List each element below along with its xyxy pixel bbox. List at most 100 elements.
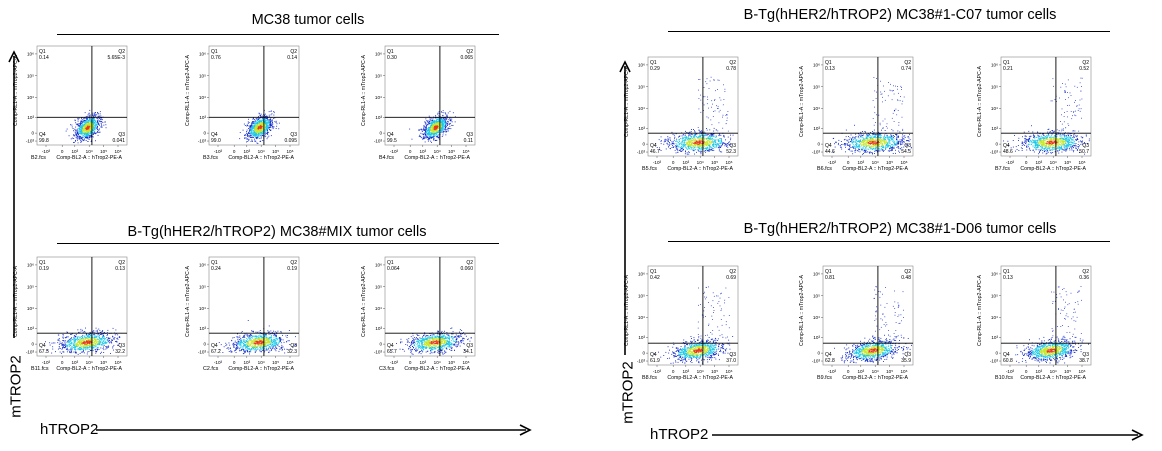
y-tick-label: 10⁵ bbox=[991, 293, 998, 298]
y-tick-label: 10⁵ bbox=[27, 284, 34, 289]
quadrant-name: Q3 bbox=[1082, 352, 1089, 358]
x-tick-label: 10⁵ bbox=[1064, 160, 1071, 165]
x-tick-label: 10⁴ bbox=[86, 360, 93, 365]
quadrant-percentage: 0.48 bbox=[901, 275, 911, 281]
group-title-mix: B-Tg(hHER2/hTROP2) MC38#MIX tumor cells bbox=[127, 224, 427, 240]
quadrant-name: Q2 bbox=[904, 60, 911, 66]
plot-y-axis-label: Comp-RL1-A :: mTrop2-APC-A bbox=[799, 275, 805, 347]
quadrant-name: Q2 bbox=[466, 49, 473, 55]
x-tick-label: 10⁵ bbox=[272, 149, 279, 154]
x-tick-label: 10⁴ bbox=[86, 149, 93, 154]
x-tick-label: 10³ bbox=[857, 160, 864, 165]
flow-plot-svg: -10³ 0 10³ 10⁴ 10⁵ 10⁶-10³010³10⁴10⁵10⁶Comp-B… bbox=[13, 45, 128, 161]
x-tick-label: -10³ bbox=[653, 160, 662, 165]
x-tick-label: 0 bbox=[233, 360, 236, 365]
y-tick-label: 0 bbox=[642, 351, 645, 356]
quadrant-name: Q3 bbox=[1082, 143, 1089, 149]
quadrant-percentage: 0.060 bbox=[460, 266, 473, 272]
x-tick-label: 10⁴ bbox=[1050, 160, 1057, 165]
fcs-file-label: B2.fcs bbox=[31, 155, 46, 161]
plot-y-axis-label: Comp-RL1-A :: mTrop2-APC-A bbox=[799, 66, 805, 138]
x-tick-label: 10³ bbox=[419, 360, 426, 365]
quadrant-percentage: 54.5 bbox=[901, 149, 911, 155]
quadrant-percentage: 0.095 bbox=[284, 138, 297, 144]
y-tick-label: 0 bbox=[995, 351, 998, 356]
quadrant-percentage: 61.9 bbox=[650, 358, 660, 364]
quadrant-name: Q1 bbox=[39, 49, 46, 55]
y-tick-label: 10⁶ bbox=[813, 63, 820, 68]
flow-plot-svg: -10³ 0 10³ 10⁴ 10⁵ 10⁶-10³010³10⁴10⁵10⁶Comp-B… bbox=[361, 45, 476, 161]
x-tick-label: -10³ bbox=[390, 149, 399, 154]
quadrant-percentage: 99.0 bbox=[211, 138, 221, 144]
y-tick-label: 10³ bbox=[991, 335, 998, 340]
x-tick-label: 10⁴ bbox=[697, 369, 704, 374]
y-tick-label: 0 bbox=[379, 131, 382, 136]
plot-x-axis-label: Comp-BL2-A :: hTrop2-PE-A bbox=[228, 155, 294, 161]
plot-x-axis-label: Comp-BL2-A :: hTrop2-PE-A bbox=[228, 366, 294, 372]
quadrant-percentage: 0.74 bbox=[901, 66, 911, 72]
event-dots bbox=[832, 77, 912, 155]
quadrant-percentage: 0.041 bbox=[112, 138, 125, 144]
x-tick-label: 10⁵ bbox=[100, 360, 107, 365]
quadrant-name: Q2 bbox=[729, 60, 736, 66]
flow-plot-panel: -10³ 0 10³ 10⁴ 10⁵ 10⁶ -10³ 0 10³ 10⁴ 10⁵ 10⁶ Comp-B… bbox=[793, 53, 925, 185]
x-axis-title-left: hTROP2 bbox=[40, 421, 99, 438]
quadrant-percentage: 38.7 bbox=[1079, 358, 1089, 364]
y-tick-label: 10³ bbox=[638, 126, 645, 131]
fcs-file-label: B6.fcs bbox=[817, 166, 832, 172]
x-tick-label: 10⁵ bbox=[711, 160, 718, 165]
quadrant-percentage: 0.19 bbox=[39, 266, 49, 272]
quadrant-percentage: 60.8 bbox=[1003, 358, 1013, 364]
y-tick-label: 0 bbox=[817, 142, 820, 147]
quadrant-name: Q2 bbox=[1082, 60, 1089, 66]
plot-x-axis-label: Comp-BL2-A :: hTrop2-PE-A bbox=[404, 366, 470, 372]
y-tick-label: 10³ bbox=[199, 326, 206, 331]
y-tick-label: 0 bbox=[31, 342, 34, 347]
x-tick-label: 10⁵ bbox=[1064, 369, 1071, 374]
flow-plot-panel: -10³ 0 10³ 10⁴ 10⁵ 10⁶ -10³ 0 10³ 10⁴ 10⁵ 10⁶ Comp-B… bbox=[179, 42, 311, 174]
x-tick-label: 10⁶ bbox=[114, 360, 121, 365]
flow-plot-svg: -10³ 0 10³ 10⁴ 10⁵ 10⁶-10³010³10⁴10⁵10⁶Comp-B… bbox=[361, 256, 476, 372]
flow-plot-panel: -10³ 0 10³ 10⁴ 10⁵ 10⁶ -10³ 0 10³ 10⁴ 10⁵ 10⁶ Comp-B… bbox=[179, 253, 311, 385]
quadrant-name: Q4 bbox=[825, 352, 832, 358]
quadrant-percentage: 0.11 bbox=[464, 138, 474, 144]
quadrant-name: Q1 bbox=[211, 49, 218, 55]
plot-x-axis-label: Comp-BL2-A :: hTrop2-PE-A bbox=[1020, 166, 1086, 172]
x-tick-label: 0 bbox=[847, 369, 850, 374]
flow-plot-panel: -10³ 0 10³ 10⁴ 10⁵ 10⁶ -10³ 0 10³ 10⁴ 10⁵ 10⁶ Comp-B… bbox=[618, 262, 750, 394]
y-tick-label: 0 bbox=[203, 342, 206, 347]
quadrant-name: Q1 bbox=[1003, 269, 1010, 275]
y-tick-label: 10⁴ bbox=[375, 306, 382, 311]
flow-plot-svg: -10³ 0 10³ 10⁴ 10⁵ 10⁶-10³010³10⁴10⁵10⁶Comp-B… bbox=[185, 256, 300, 372]
y-tick-label: 10⁶ bbox=[199, 52, 206, 57]
quadrant-name: Q3 bbox=[904, 143, 911, 149]
plot-frame bbox=[36, 256, 128, 357]
y-tick-label: 10⁶ bbox=[199, 263, 206, 268]
plot-frame bbox=[822, 265, 914, 366]
quadrant-percentage: 67.2 bbox=[211, 349, 221, 355]
quadrant-name: Q1 bbox=[825, 60, 832, 66]
plot-x-axis-label: Comp-BL2-A :: hTrop2-PE-A bbox=[56, 366, 122, 372]
title-underline bbox=[668, 241, 1110, 242]
x-tick-label: -10³ bbox=[1006, 369, 1015, 374]
quadrant-percentage: 99.8 bbox=[39, 138, 49, 144]
y-tick-label: 10⁴ bbox=[199, 95, 206, 100]
quadrant-percentage: 0.21 bbox=[1003, 66, 1013, 72]
x-tick-label: -10³ bbox=[42, 360, 51, 365]
quadrant-name: Q1 bbox=[650, 60, 657, 66]
x-tick-label: 0 bbox=[61, 149, 64, 154]
y-tick-label: 10⁶ bbox=[991, 272, 998, 277]
x-tick-label: 0 bbox=[233, 149, 236, 154]
plot-y-axis-label: Comp-RL1-A :: mTrop2-APC-A bbox=[977, 66, 983, 138]
x-tick-label: 10⁶ bbox=[462, 149, 469, 154]
y-tick-label: 10³ bbox=[813, 126, 820, 131]
quadrant-percentage: 0.30 bbox=[387, 55, 397, 61]
plot-x-axis-label: Comp-BL2-A :: hTrop2-PE-A bbox=[56, 155, 122, 161]
fcs-file-label: B8.fcs bbox=[642, 375, 657, 381]
y-tick-label: 10⁵ bbox=[375, 73, 382, 78]
y-axis-arrow-left bbox=[8, 50, 20, 338]
plot-frame bbox=[1000, 56, 1092, 157]
y-tick-label: 10³ bbox=[991, 126, 998, 131]
y-tick-label: 10⁵ bbox=[813, 293, 820, 298]
quadrant-name: Q4 bbox=[650, 143, 657, 149]
